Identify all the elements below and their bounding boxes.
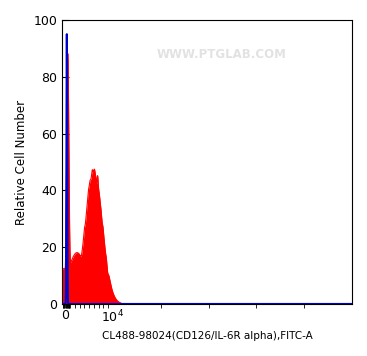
X-axis label: CL488-98024(CD126/IL-6R alpha),FITC-A: CL488-98024(CD126/IL-6R alpha),FITC-A <box>102 331 313 341</box>
Text: WWW.PTGLAB.COM: WWW.PTGLAB.COM <box>157 48 287 61</box>
Y-axis label: Relative Cell Number: Relative Cell Number <box>15 99 28 225</box>
